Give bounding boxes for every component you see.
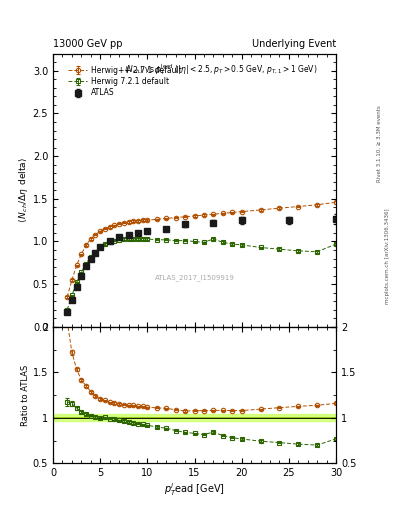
Text: mcplots.cern.ch [arXiv:1306.3436]: mcplots.cern.ch [arXiv:1306.3436] [385,208,389,304]
Text: Underlying Event: Underlying Event [252,38,336,49]
Legend: Herwig++ 2.7.1 default, Herwig 7.2.1 default, ATLAS: Herwig++ 2.7.1 default, Herwig 7.2.1 def… [68,66,182,97]
Text: Rivet 3.1.10, ≥ 3.3M events: Rivet 3.1.10, ≥ 3.3M events [377,105,382,182]
Y-axis label: $\langle\, N_{ch} / \Delta\eta\,$ delta$\rangle$: $\langle\, N_{ch} / \Delta\eta\,$ delta$… [17,157,30,223]
Text: 13000 GeV pp: 13000 GeV pp [53,38,123,49]
Text: ATLAS_2017_I1509919: ATLAS_2017_I1509919 [154,274,235,281]
Text: $\langle N_{ch}\rangle$ vs $p_T^{\mathrm{lead}}$ ($|\eta| < 2.5, p_T > 0.5$ GeV,: $\langle N_{ch}\rangle$ vs $p_T^{\mathrm… [124,62,317,77]
X-axis label: $p_T^l$ead [GeV]: $p_T^l$ead [GeV] [164,481,225,498]
Y-axis label: Ratio to ATLAS: Ratio to ATLAS [21,365,30,425]
